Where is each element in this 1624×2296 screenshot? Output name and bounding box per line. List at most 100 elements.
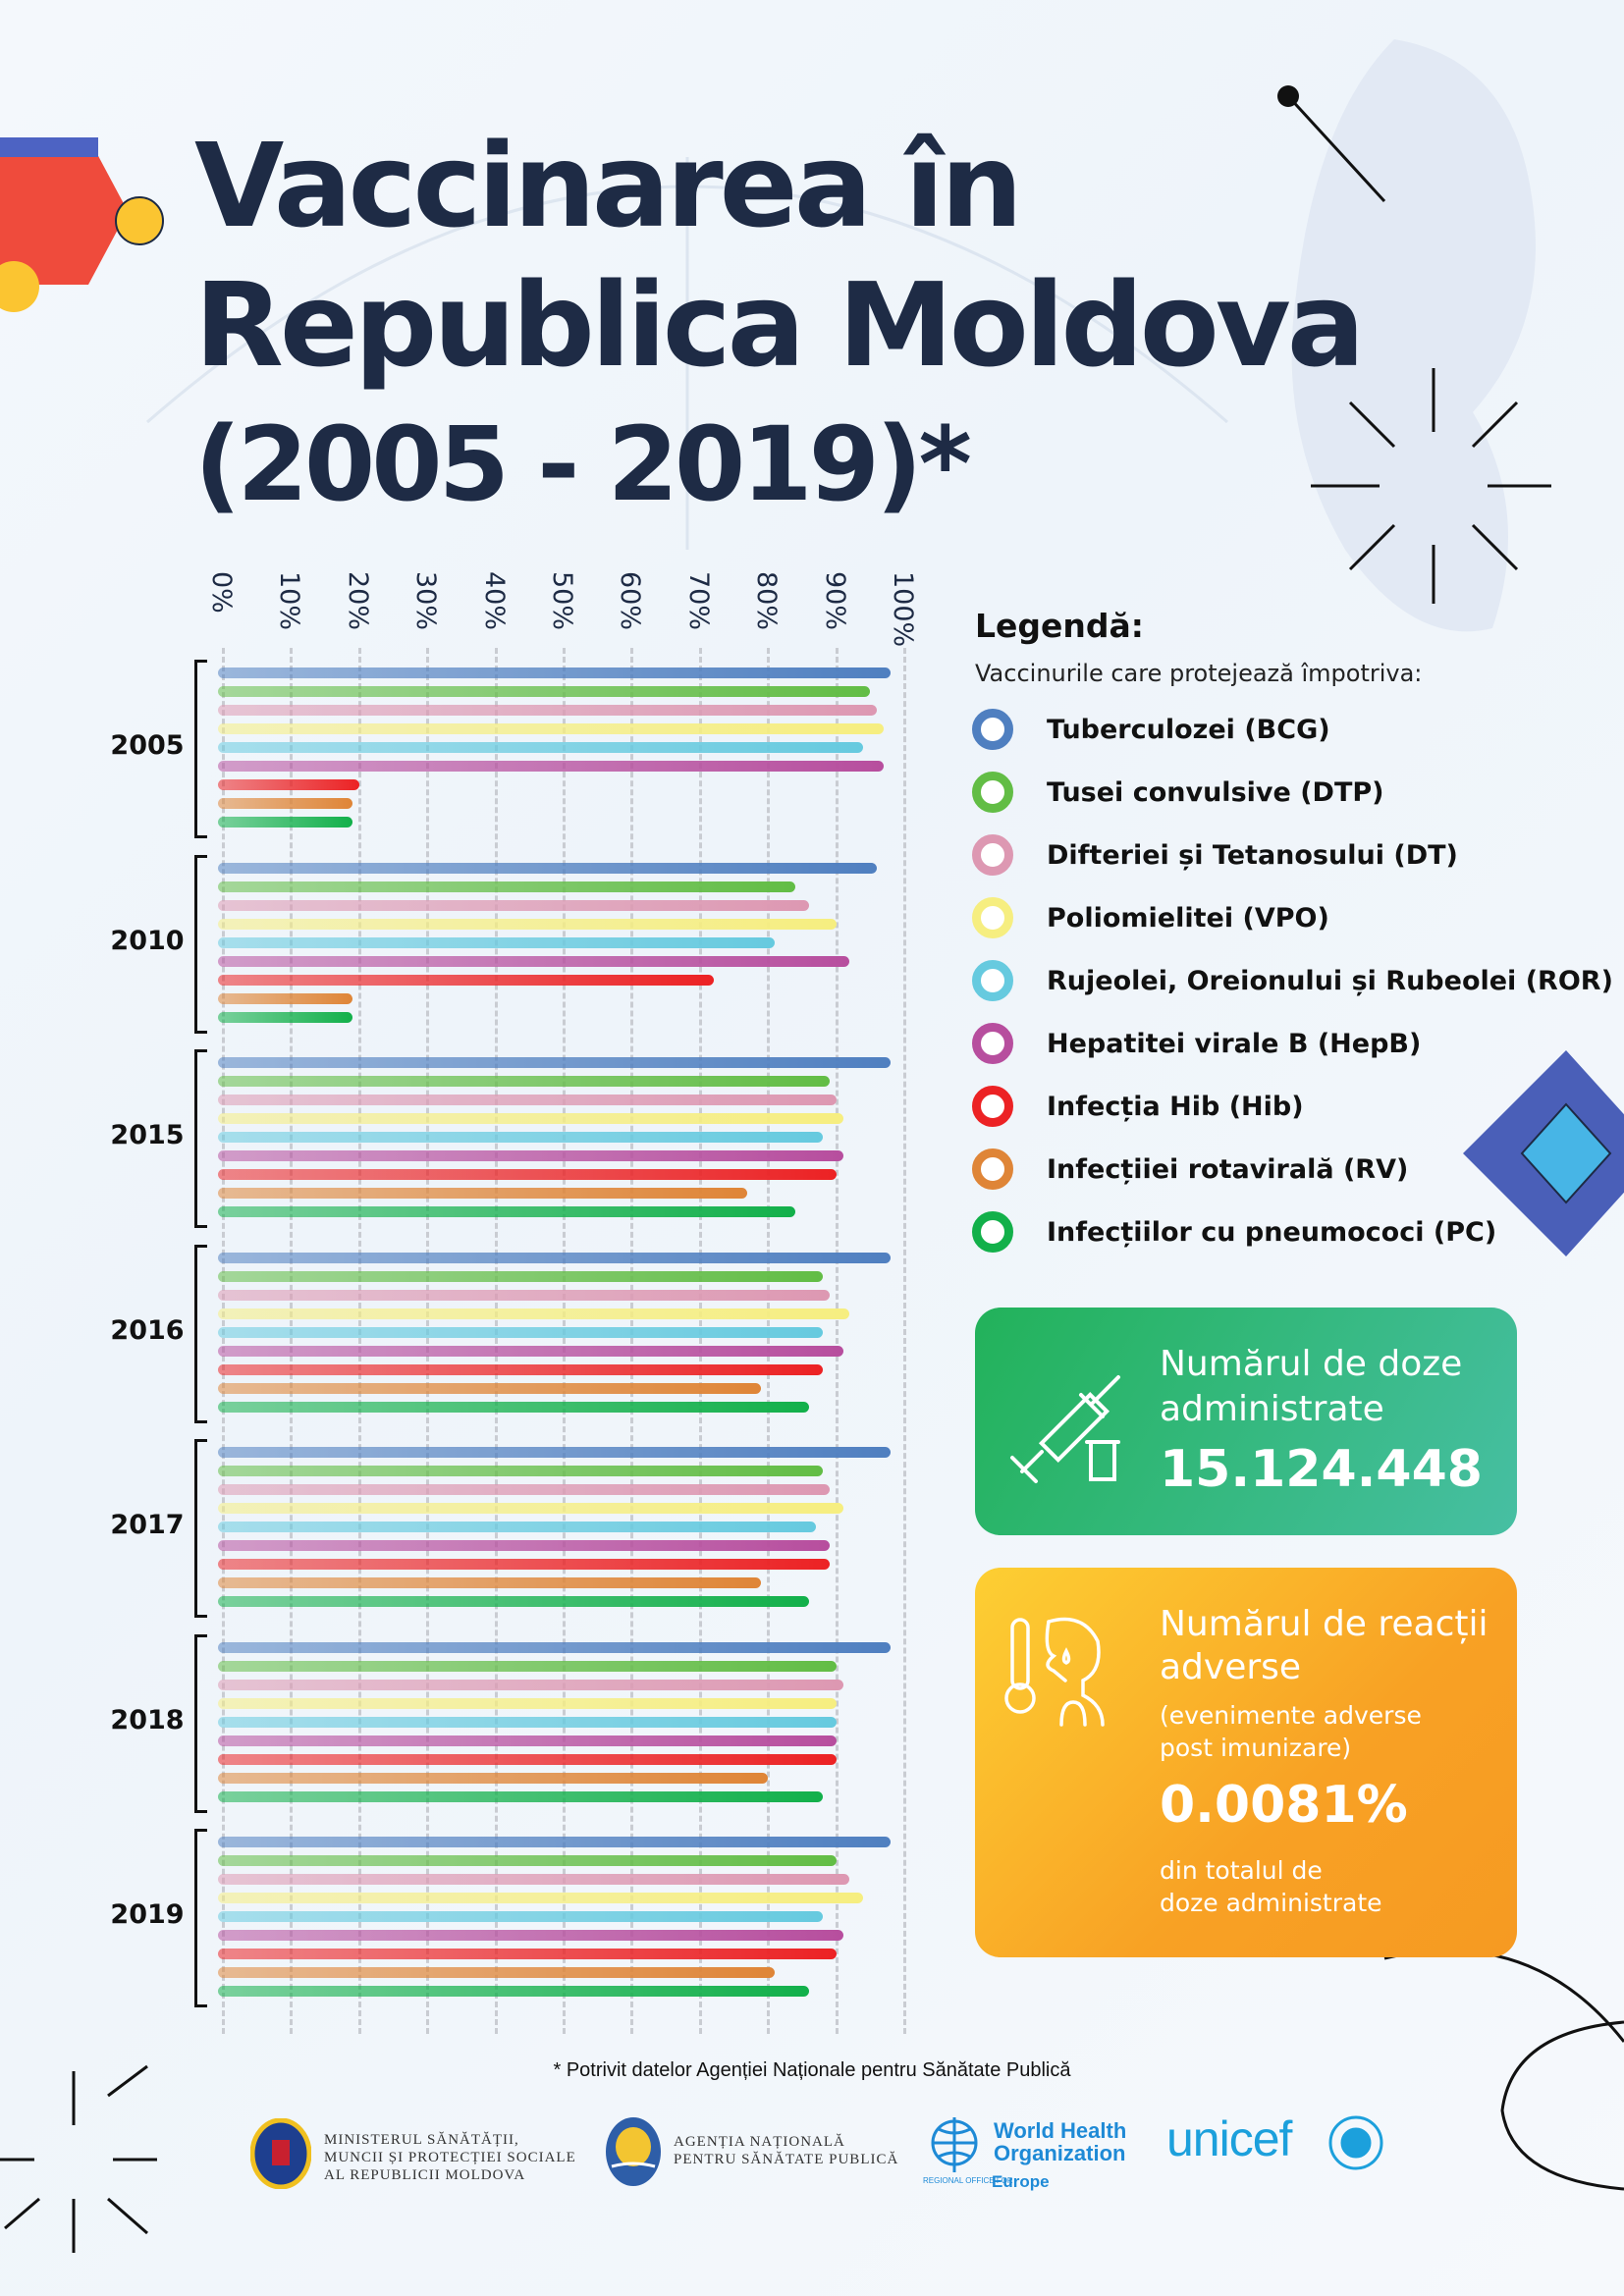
bar-2005-5	[218, 761, 885, 772]
gridline	[698, 648, 702, 2034]
bar-2017-1	[218, 1466, 823, 1476]
x-tick-label: 40%	[478, 571, 510, 631]
bar-2005-2	[218, 705, 878, 716]
legend-item: Hepatitei virale B (HepB)	[972, 1023, 1421, 1064]
legend-ring-icon	[972, 1148, 1013, 1190]
source-footnote: * Potrivit datelor Agenției Naționale pe…	[553, 2059, 1071, 2081]
reactions-footer-1: din totalul de	[1160, 1856, 1323, 1885]
bar-2018-1	[218, 1660, 837, 1672]
gridline	[835, 648, 839, 2034]
bar-2019-4	[218, 1911, 823, 1922]
bar-2019-3	[218, 1893, 864, 1903]
bar-2016-5	[218, 1345, 843, 1357]
year-label: 2017	[110, 1510, 185, 1540]
bar-2019-5	[218, 1930, 843, 1941]
who-emblem-icon	[931, 2117, 978, 2172]
legend-item: Tuberculozei (BCG)	[972, 709, 1330, 750]
reactions-footer-2: doze administrate	[1160, 1889, 1382, 1917]
title-line-3: (2005 - 2019)*	[194, 404, 972, 524]
bar-2019-8	[218, 1986, 809, 1997]
legend-label: Tusei convulsive (DTP)	[1047, 776, 1384, 808]
bar-2016-7	[218, 1382, 762, 1394]
gridline	[563, 648, 566, 2034]
bar-2017-5	[218, 1540, 830, 1551]
year-group-bracket	[194, 1049, 207, 1228]
bar-2005-4	[218, 742, 864, 753]
bar-2017-3	[218, 1503, 843, 1514]
year-label: 2018	[110, 1704, 185, 1735]
year-label: 2016	[110, 1314, 185, 1346]
bar-2010-6	[218, 974, 714, 986]
who-region: Europe	[992, 2172, 1050, 2191]
bar-2019-2	[218, 1874, 850, 1885]
bar-2010-0	[218, 862, 878, 874]
legend-title: Legendă:	[975, 607, 1144, 645]
bar-2019-0	[218, 1837, 892, 1847]
gridline	[426, 648, 430, 2034]
legend-label: Rujeolei, Oreionului și Rubeolei (ROR)	[1047, 965, 1613, 996]
x-tick-label: 80%	[751, 571, 783, 631]
bar-2017-4	[218, 1522, 816, 1532]
year-label: 2019	[110, 1899, 185, 1930]
bar-2018-0	[218, 1641, 892, 1653]
agency-emblem-icon	[606, 2117, 661, 2186]
bar-2010-1	[218, 881, 795, 892]
gridline	[222, 648, 225, 2034]
year-group-bracket	[194, 1244, 207, 1423]
bar-2016-1	[218, 1270, 823, 1282]
doses-heading-2: administrate	[1160, 1389, 1384, 1429]
legend-item: Rujeolei, Oreionului și Rubeolei (ROR)	[972, 960, 1613, 1001]
bar-2010-5	[218, 955, 850, 967]
bar-2017-7	[218, 1577, 762, 1588]
unicef-wordmark: unicef	[1166, 2111, 1292, 2166]
bar-2018-8	[218, 1790, 823, 1802]
bar-2015-7	[218, 1188, 748, 1199]
bar-2010-8	[218, 1011, 352, 1023]
bar-2015-1	[218, 1076, 830, 1087]
bar-2015-8	[218, 1206, 795, 1217]
gridline	[357, 648, 361, 2034]
bar-2010-7	[218, 992, 352, 1004]
bar-2019-6	[218, 1949, 837, 1959]
doses-value: 15.124.448	[1160, 1440, 1483, 1499]
legend-ring-icon	[972, 897, 1013, 938]
gridline	[767, 648, 771, 2034]
ministry-line-3: AL REPUBLICII MOLDOVA	[324, 2167, 526, 2183]
reactions-note-2: post imunizare)	[1160, 1734, 1352, 1762]
bar-2016-4	[218, 1326, 823, 1338]
legend-item: Poliomielitei (VPO)	[972, 897, 1329, 938]
legend-subtitle: Vaccinurile care protejează împotriva:	[975, 660, 1423, 687]
agency-line-2: PENTRU SĂNĂTATE PUBLICĂ	[674, 2152, 899, 2167]
bar-2005-6	[218, 779, 359, 790]
bar-2005-7	[218, 798, 352, 809]
x-tick-label: 20%	[342, 571, 373, 631]
doses-heading-1: Numărul de doze	[1160, 1344, 1463, 1384]
syringe-icon	[1010, 1375, 1120, 1483]
reactions-note-1: (evenimente adverse	[1160, 1701, 1422, 1730]
ministry-line-1: MINISTERUL SĂNĂTĂȚII,	[324, 2132, 519, 2148]
legend-label: Difteriei și Tetanosului (DT)	[1047, 839, 1458, 871]
bar-2005-1	[218, 686, 871, 697]
title-line-2: Republica Moldova	[194, 257, 1365, 393]
ministry-line-2: MUNCII ȘI PROTECȚIEI SOCIALE	[324, 2150, 576, 2165]
bar-2015-5	[218, 1150, 843, 1161]
year-group-bracket	[194, 1829, 207, 2007]
bar-2010-3	[218, 918, 837, 930]
x-tick-label: 60%	[615, 571, 646, 631]
unicef-emblem-icon	[1328, 2115, 1383, 2170]
bar-2017-8	[218, 1596, 809, 1607]
adverse-reactions-card: Numărul de reacții adverse (evenimente a…	[975, 1568, 1517, 1957]
gridline	[290, 648, 294, 2034]
legend-label: Infecția Hib (Hib)	[1047, 1091, 1304, 1122]
bar-2018-7	[218, 1772, 769, 1784]
legend-item: Infecțiiei rotavirală (RV)	[972, 1148, 1408, 1190]
year-label: 2005	[110, 730, 185, 761]
reactions-value: 0.0081%	[1160, 1776, 1408, 1835]
bar-2016-0	[218, 1252, 892, 1263]
legend-item: Infecțiilor cu pneumococi (PC)	[972, 1211, 1496, 1253]
gridline	[494, 648, 498, 2034]
agency-line-1: AGENȚIA NAȚIONALĂ	[674, 2134, 845, 2150]
bar-2005-8	[218, 817, 352, 828]
gridline	[630, 648, 634, 2034]
